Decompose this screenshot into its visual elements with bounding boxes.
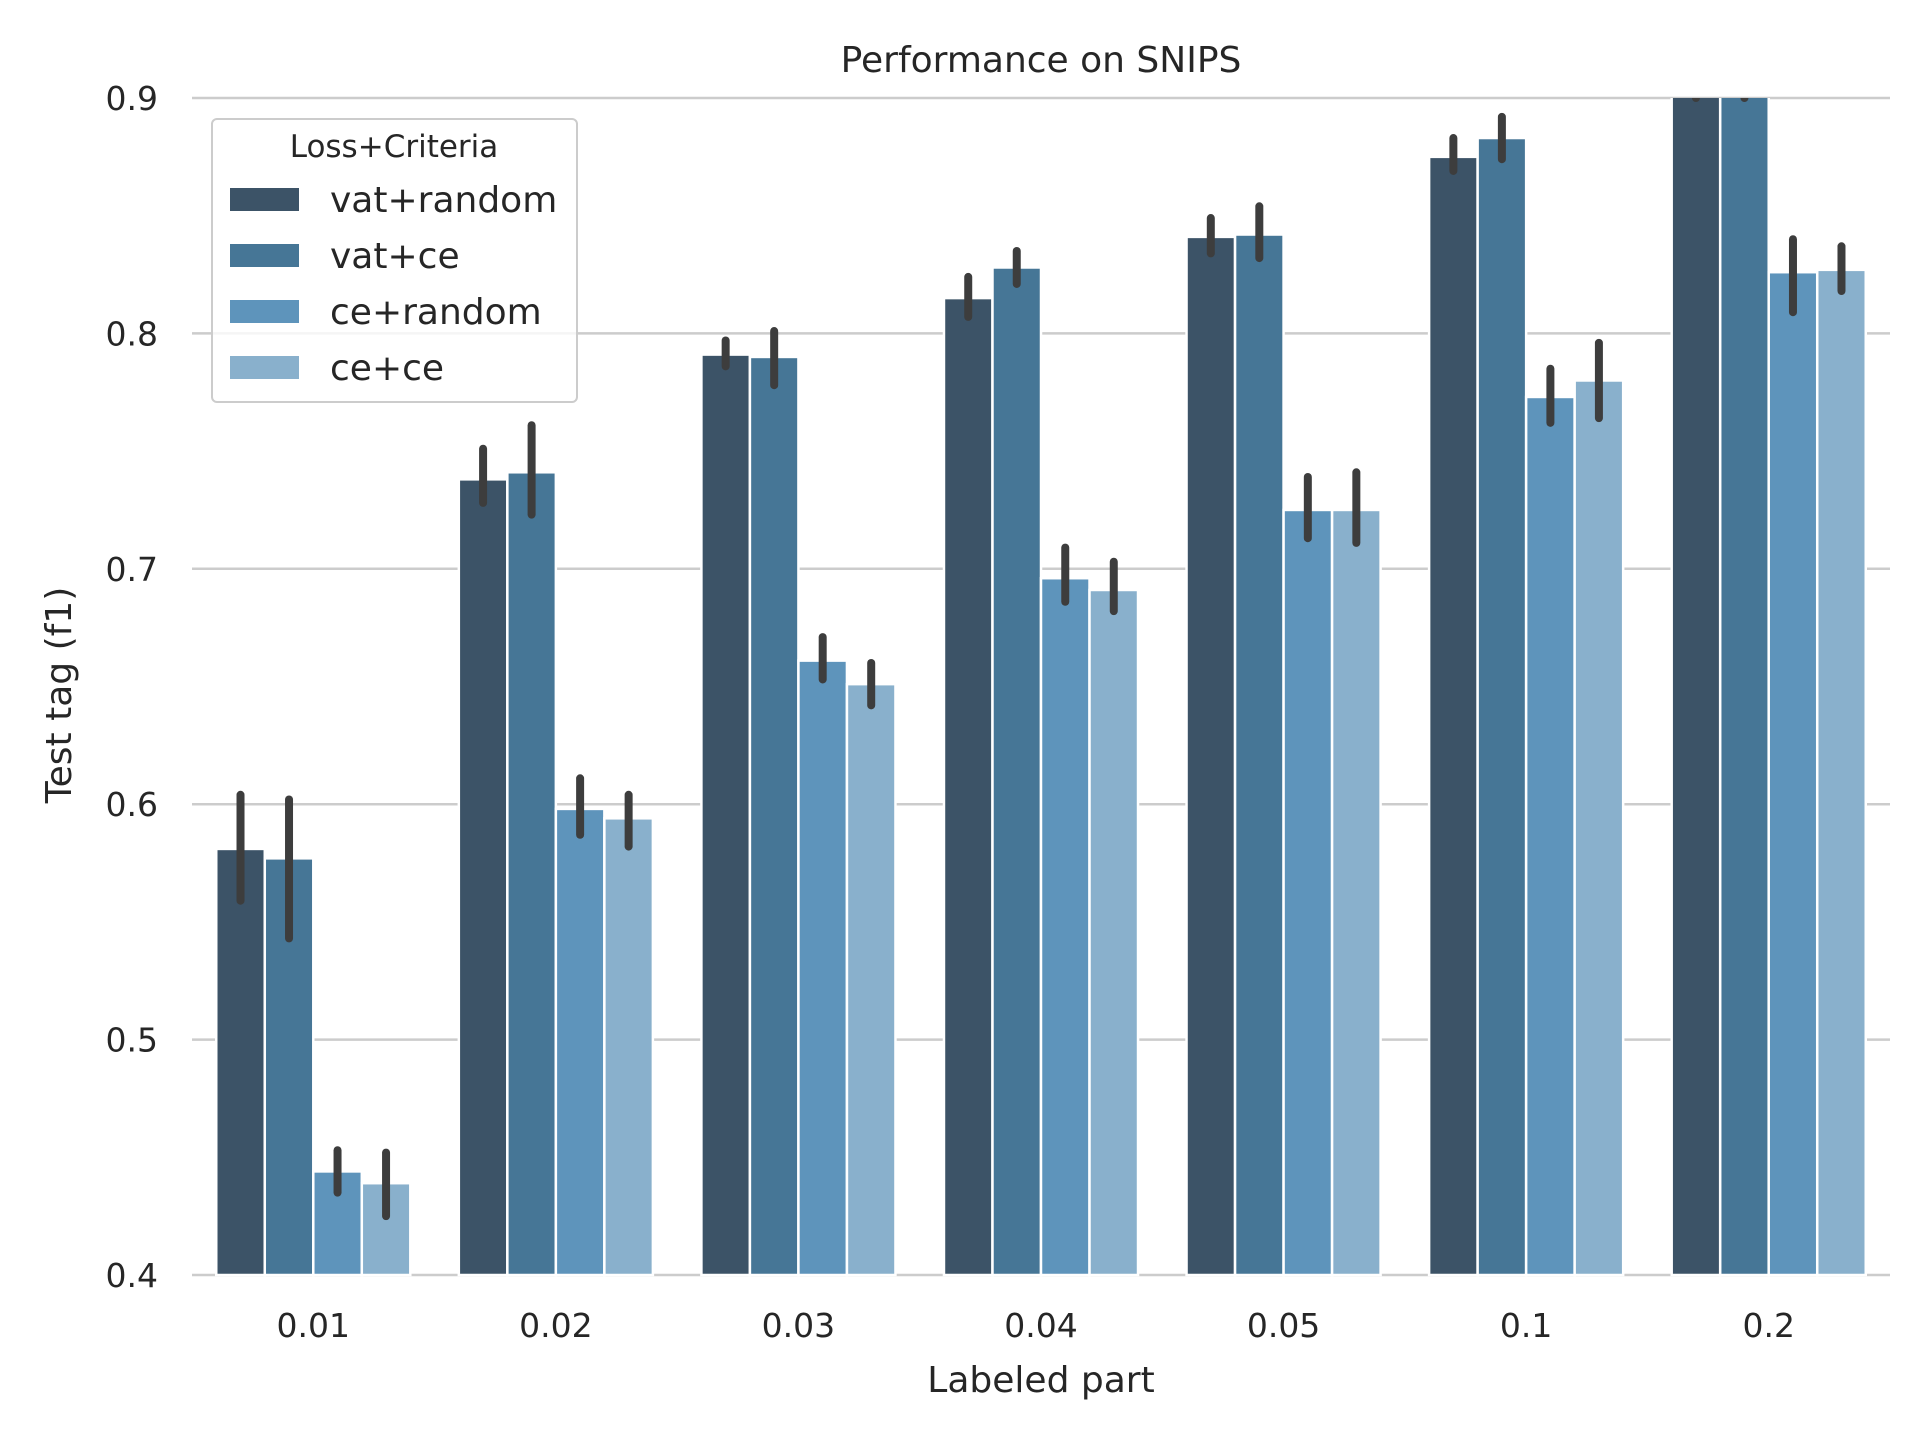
bar	[1476, 136, 1528, 1277]
bar	[845, 682, 897, 1277]
bar	[748, 355, 800, 1277]
x-tick-label: 0.1	[1500, 1306, 1552, 1345]
legend-frame	[211, 118, 578, 403]
y-axis-label: Test tag (f1)	[39, 587, 80, 804]
legend-swatch	[230, 188, 299, 211]
bar	[457, 478, 509, 1277]
bar	[1330, 508, 1382, 1277]
x-tick-label: 0.05	[1247, 1306, 1320, 1345]
x-tick-label: 0.03	[762, 1306, 835, 1345]
bar	[1088, 588, 1140, 1277]
legend: Loss+Criteria vat+random vat+ce ce+random c…	[211, 118, 578, 403]
bar	[991, 266, 1043, 1277]
legend-label: vat+random	[330, 180, 557, 221]
y-tick-label: 0.4	[106, 1256, 158, 1295]
y-tick-label: 0.9	[106, 79, 158, 118]
bar	[700, 353, 752, 1277]
x-axis-ticks: 0.01 0.02 0.03 0.04 0.05 0.1 0.2	[277, 1306, 1795, 1345]
x-tick-label: 0.02	[519, 1306, 592, 1345]
bar	[1282, 508, 1334, 1277]
bar	[506, 471, 558, 1277]
x-tick-label: 0.2	[1742, 1306, 1794, 1345]
legend-swatch	[230, 244, 299, 267]
y-tick-label: 0.7	[106, 550, 158, 589]
bar	[1185, 235, 1237, 1277]
bar	[603, 817, 655, 1277]
y-axis-ticks: 0.4 0.5 0.6 0.7 0.8 0.9	[106, 79, 158, 1295]
y-tick-label: 0.8	[106, 314, 158, 353]
bar	[1039, 576, 1091, 1277]
x-tick-label: 0.01	[277, 1306, 350, 1345]
legend-swatch	[230, 356, 299, 379]
legend-label: ce+ce	[330, 348, 444, 389]
legend-items: vat+random vat+ce ce+random ce+ce	[230, 180, 557, 389]
legend-label: vat+ce	[330, 236, 460, 277]
legend-swatch	[230, 300, 299, 323]
y-tick-label: 0.5	[106, 1021, 158, 1060]
bar	[215, 847, 267, 1277]
bar	[797, 659, 849, 1277]
bar	[1767, 270, 1819, 1277]
x-tick-label: 0.04	[1004, 1306, 1077, 1345]
bar	[554, 807, 606, 1277]
bar	[1427, 155, 1479, 1277]
bar	[1573, 379, 1625, 1277]
bar	[1670, 98, 1722, 1277]
bar	[1233, 233, 1285, 1277]
chart-title: Performance on SNIPS	[841, 40, 1242, 81]
bar	[1524, 395, 1576, 1277]
y-tick-label: 0.6	[106, 785, 158, 824]
x-axis-label: Labeled part	[927, 1360, 1154, 1401]
bar	[942, 296, 994, 1277]
bar	[1815, 268, 1867, 1277]
legend-title: Loss+Criteria	[290, 129, 499, 165]
legend-label: ce+random	[330, 292, 542, 333]
error-bars	[236, 98, 1846, 1221]
bar	[1718, 98, 1770, 1277]
